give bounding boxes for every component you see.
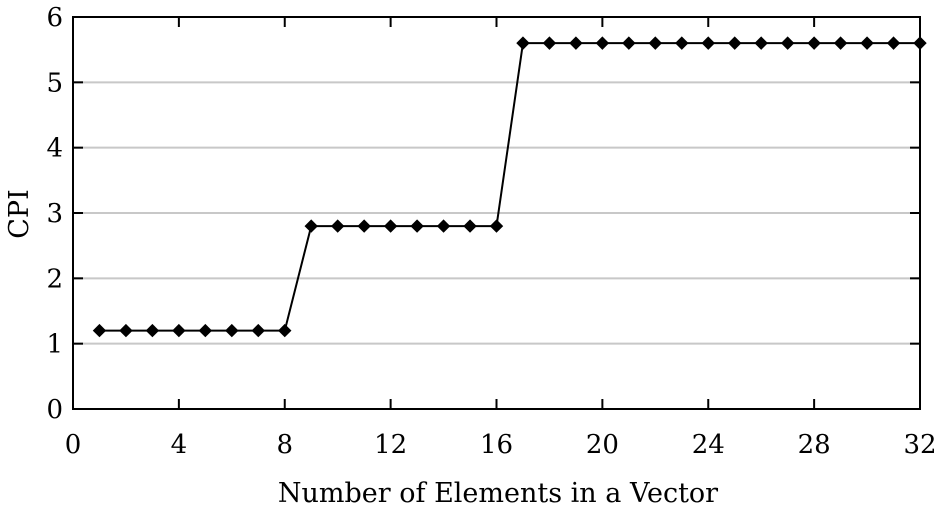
series-markers: [92, 36, 927, 338]
data-point: [198, 323, 213, 338]
data-point: [754, 36, 768, 50]
y-tick-label: 6: [46, 3, 63, 33]
data-point: [675, 36, 689, 50]
data-point: [145, 323, 160, 338]
data-point: [542, 36, 557, 50]
x-tick-label: 24: [692, 430, 725, 460]
y-tick-label: 1: [46, 330, 63, 360]
data-point: [516, 36, 530, 50]
data-point: [251, 323, 265, 338]
data-point: [913, 36, 927, 50]
data-point: [383, 219, 398, 233]
y-tick-label: 5: [46, 68, 63, 98]
data-point: [701, 36, 715, 50]
data-point: [489, 219, 504, 233]
data-point: [860, 36, 874, 50]
data-point: [225, 323, 239, 338]
x-axis-title: Number of Elements in a Vector: [278, 478, 718, 509]
x-tick-label: 8: [276, 430, 293, 460]
data-point: [833, 36, 848, 50]
data-point: [304, 219, 318, 233]
x-tick-label: 20: [586, 430, 619, 460]
data-point: [648, 36, 663, 50]
y-tick-label: 2: [46, 264, 63, 294]
x-tick-label: 0: [65, 430, 82, 460]
y-tick-labels: 0 1 2 3 4 5 6: [46, 3, 63, 425]
data-point: [92, 323, 107, 338]
data-point: [357, 219, 371, 233]
x-tick-label: 32: [903, 430, 936, 460]
x-tick-label: 28: [798, 430, 831, 460]
y-axis-title: CPI: [4, 189, 35, 239]
data-point: [569, 36, 583, 50]
data-point: [595, 36, 610, 50]
data-point: [410, 219, 424, 233]
data-point: [463, 219, 477, 233]
y-tick-label: 3: [46, 199, 63, 229]
data-point: [278, 323, 292, 338]
x-tick-label: 12: [374, 430, 407, 460]
data-point: [780, 36, 795, 50]
y-tick-label: 4: [46, 134, 63, 164]
data-point: [728, 36, 742, 50]
data-point: [119, 323, 133, 338]
data-point: [172, 323, 186, 338]
y-tick-label: 0: [46, 395, 63, 425]
data-point: [622, 36, 636, 50]
data-point: [436, 219, 451, 233]
x-tick-label: 4: [171, 430, 188, 460]
series-line: [99, 42, 920, 332]
x-tick-label: 16: [480, 430, 513, 460]
x-tick-labels: 0 4 8 12 16 20 24 28 32: [65, 430, 937, 460]
data-point: [807, 36, 821, 50]
axis-ticks: [72, 16, 921, 410]
data-point: [330, 219, 345, 233]
data-point: [886, 36, 901, 50]
grid: [73, 81, 920, 345]
